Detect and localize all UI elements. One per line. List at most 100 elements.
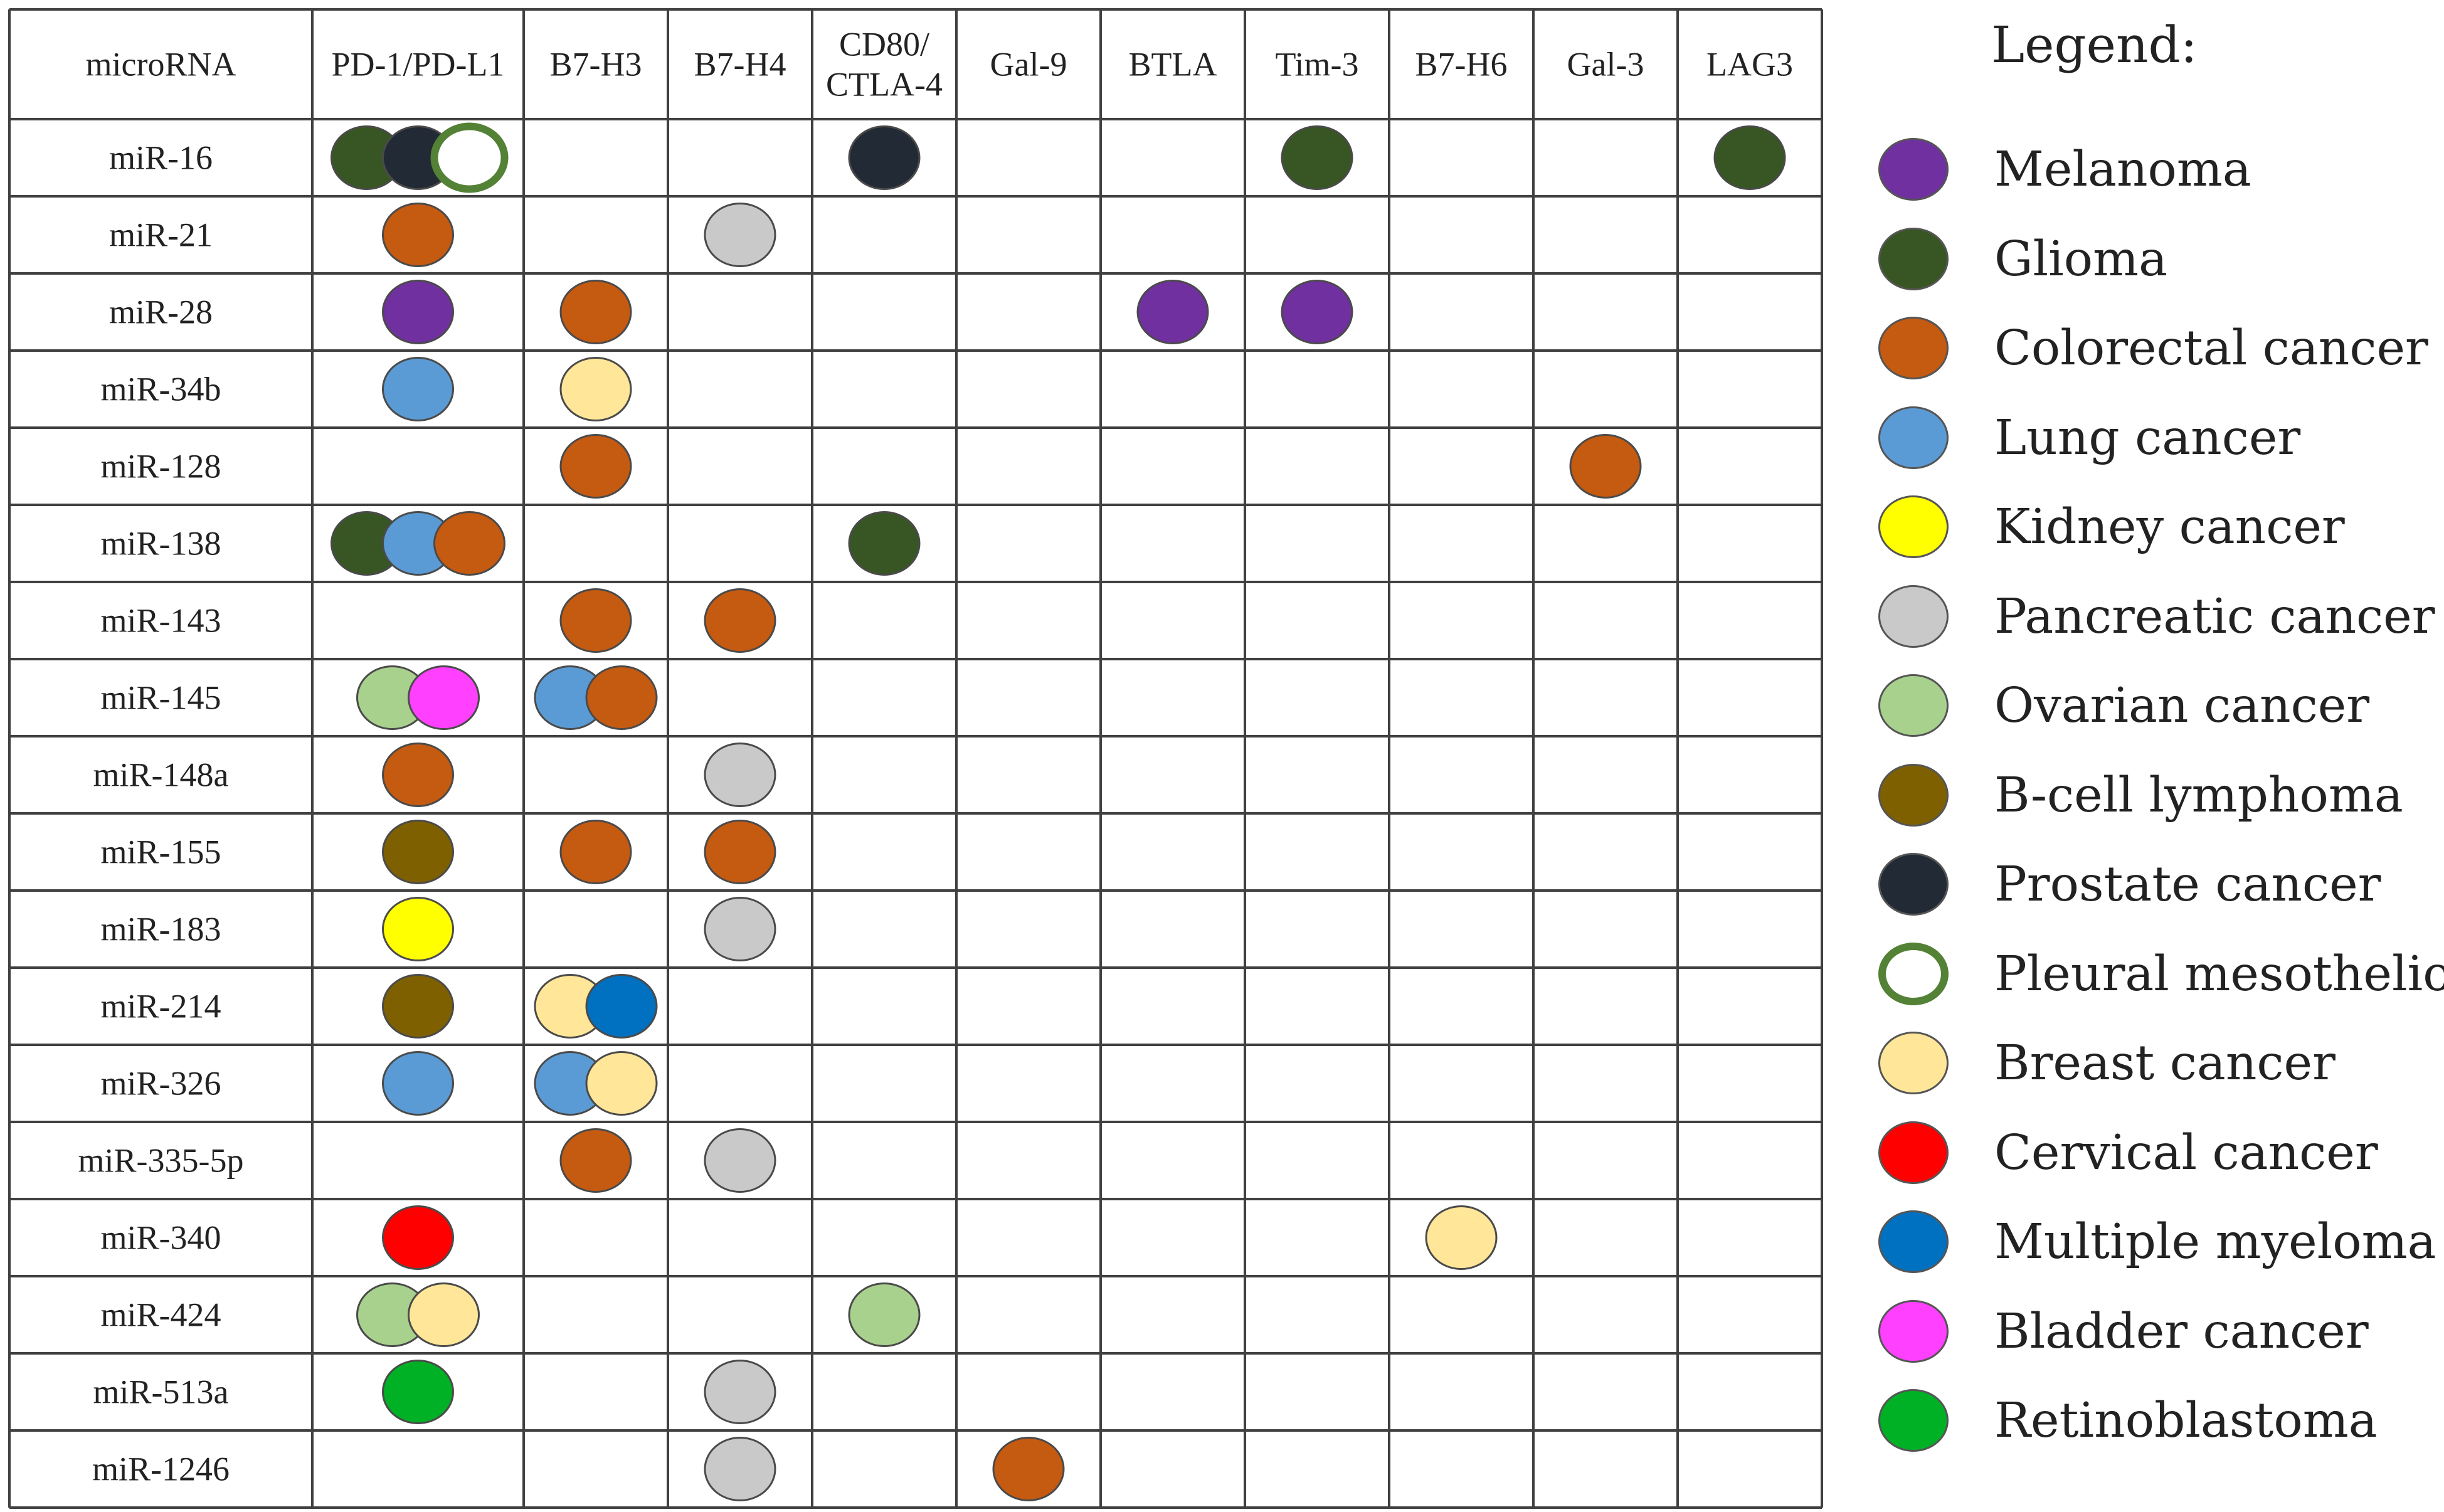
colorectal-marker xyxy=(1569,434,1642,499)
legend-label: Cervical cancer xyxy=(1994,1124,2378,1181)
legend: Legend: Melanoma Glioma Colorectal cancer L… xyxy=(1875,0,2444,1512)
legend-swatch xyxy=(1878,406,1949,469)
legend-label: Multiple myeloma xyxy=(1994,1214,2436,1270)
column-header: B7-H4 xyxy=(694,46,786,83)
column-header: B7-H6 xyxy=(1415,46,1508,83)
cervical-marker xyxy=(382,1205,454,1270)
prostate-marker xyxy=(848,125,921,190)
colorectal-marker xyxy=(433,511,505,576)
pancreatic-marker xyxy=(704,1128,776,1193)
colorectal-marker xyxy=(704,588,776,653)
row-label: miR-143 xyxy=(100,602,221,640)
pancreatic-marker xyxy=(704,1360,776,1424)
bcell-marker xyxy=(382,820,454,884)
legend-label: Bladder cancer xyxy=(1994,1303,2369,1360)
row-label: miR-214 xyxy=(100,988,221,1025)
pleural-marker xyxy=(430,122,509,193)
row-label: miR-424 xyxy=(100,1296,221,1334)
column-header: Gal-3 xyxy=(1567,46,1644,83)
pancreatic-marker xyxy=(704,203,776,267)
row-label: miR-155 xyxy=(100,833,221,871)
colorectal-marker xyxy=(559,280,632,344)
column-header: Tim-3 xyxy=(1275,46,1358,83)
legend-swatch xyxy=(1878,853,1949,916)
pancreatic-marker xyxy=(704,743,776,807)
colorectal-marker xyxy=(559,434,632,499)
legend-label: Colorectal cancer xyxy=(1994,320,2428,376)
legend-label: Melanoma xyxy=(1994,142,2251,198)
column-header: BTLA xyxy=(1129,46,1217,83)
lung-marker xyxy=(382,1051,454,1116)
glioma-marker xyxy=(1281,125,1353,190)
breast-marker xyxy=(408,1282,480,1347)
microrna-table: microRNA PD-1/PD-L1 B7-H3 B7-H4 CD80/CTLA-4 G… xyxy=(8,8,1823,1509)
column-header: PD-1/PD-L1 xyxy=(331,46,504,83)
legend-title: Legend: xyxy=(1991,16,2198,74)
legend-item-colorectal: Colorectal cancer xyxy=(1875,317,2440,386)
myeloma-marker xyxy=(585,974,658,1039)
colorectal-marker xyxy=(382,743,454,807)
legend-swatch xyxy=(1878,317,1949,379)
legend-item-myeloma: Multiple myeloma xyxy=(1875,1210,2440,1279)
row-label: miR-340 xyxy=(100,1219,221,1257)
kidney-marker xyxy=(382,897,454,961)
column-header: CTLA-4 xyxy=(826,66,943,103)
row-label: miR-326 xyxy=(100,1065,221,1102)
row-label: miR-145 xyxy=(100,679,221,717)
column-header: B7-H3 xyxy=(550,46,642,83)
legend-label: B-cell lymphoma xyxy=(1994,767,2403,823)
breast-marker xyxy=(585,1051,658,1116)
legend-label: Retinoblastoma xyxy=(1994,1393,2378,1449)
legend-label: Pancreatic cancer xyxy=(1994,588,2435,645)
glioma-marker xyxy=(1713,125,1786,190)
row-label: miR-1246 xyxy=(92,1451,230,1488)
legend-swatch xyxy=(1878,1121,1949,1184)
column-header: CD80/ xyxy=(839,26,929,63)
pancreatic-marker xyxy=(704,897,776,961)
bcell-marker xyxy=(382,974,454,1039)
legend-label: Ovarian cancer xyxy=(1994,678,2370,734)
row-label: miR-128 xyxy=(100,448,221,485)
legend-swatch xyxy=(1878,1210,1949,1273)
legend-swatch xyxy=(1878,763,1949,827)
legend-swatch xyxy=(1878,495,1949,558)
column-header: Gal-9 xyxy=(990,46,1067,83)
legend-item-bladder: Bladder cancer xyxy=(1875,1299,2440,1369)
legend-item-bcell: B-cell lymphoma xyxy=(1875,763,2440,833)
column-header: LAG3 xyxy=(1706,46,1793,83)
row-label: miR-34b xyxy=(100,371,221,408)
melanoma-marker xyxy=(1281,280,1353,344)
colorectal-marker xyxy=(559,1128,632,1193)
breast-marker xyxy=(1425,1205,1498,1270)
row-label: miR-513a xyxy=(93,1373,229,1411)
legend-label: Breast cancer xyxy=(1994,1035,2336,1091)
legend-item-prostate: Prostate cancer xyxy=(1875,853,2440,922)
colorectal-marker xyxy=(992,1437,1065,1501)
row-label: miR-335-5p xyxy=(78,1142,244,1180)
legend-item-ovarian: Ovarian cancer xyxy=(1875,674,2440,743)
row-label: miR-148a xyxy=(93,756,229,794)
lung-marker xyxy=(382,357,454,421)
legend-swatch xyxy=(1878,674,1949,737)
row-label: miR-21 xyxy=(109,216,213,254)
legend-swatch xyxy=(1878,1299,1949,1363)
legend-item-retinoblastoma: Retinoblastoma xyxy=(1875,1389,2440,1458)
legend-item-melanoma: Melanoma xyxy=(1875,138,2440,207)
legend-item-breast: Breast cancer xyxy=(1875,1032,2440,1101)
legend-label: Lung cancer xyxy=(1994,410,2301,466)
legend-item-glioma: Glioma xyxy=(1875,227,2440,297)
pancreatic-marker xyxy=(704,1437,776,1501)
colorectal-marker xyxy=(704,820,776,884)
row-label: miR-28 xyxy=(109,293,213,331)
melanoma-marker xyxy=(1136,280,1209,344)
ovarian-marker xyxy=(848,1282,921,1347)
legend-item-cervical: Cervical cancer xyxy=(1875,1121,2440,1190)
row-label: miR-16 xyxy=(109,139,213,177)
legend-item-pancreatic: Pancreatic cancer xyxy=(1875,584,2440,654)
legend-label: Pleural mesothelioma xyxy=(1994,946,2444,1002)
legend-label: Kidney cancer xyxy=(1994,499,2345,555)
legend-swatch xyxy=(1878,1389,1949,1452)
row-label: miR-138 xyxy=(100,525,221,563)
legend-swatch xyxy=(1878,227,1949,290)
legend-item-lung: Lung cancer xyxy=(1875,406,2440,475)
